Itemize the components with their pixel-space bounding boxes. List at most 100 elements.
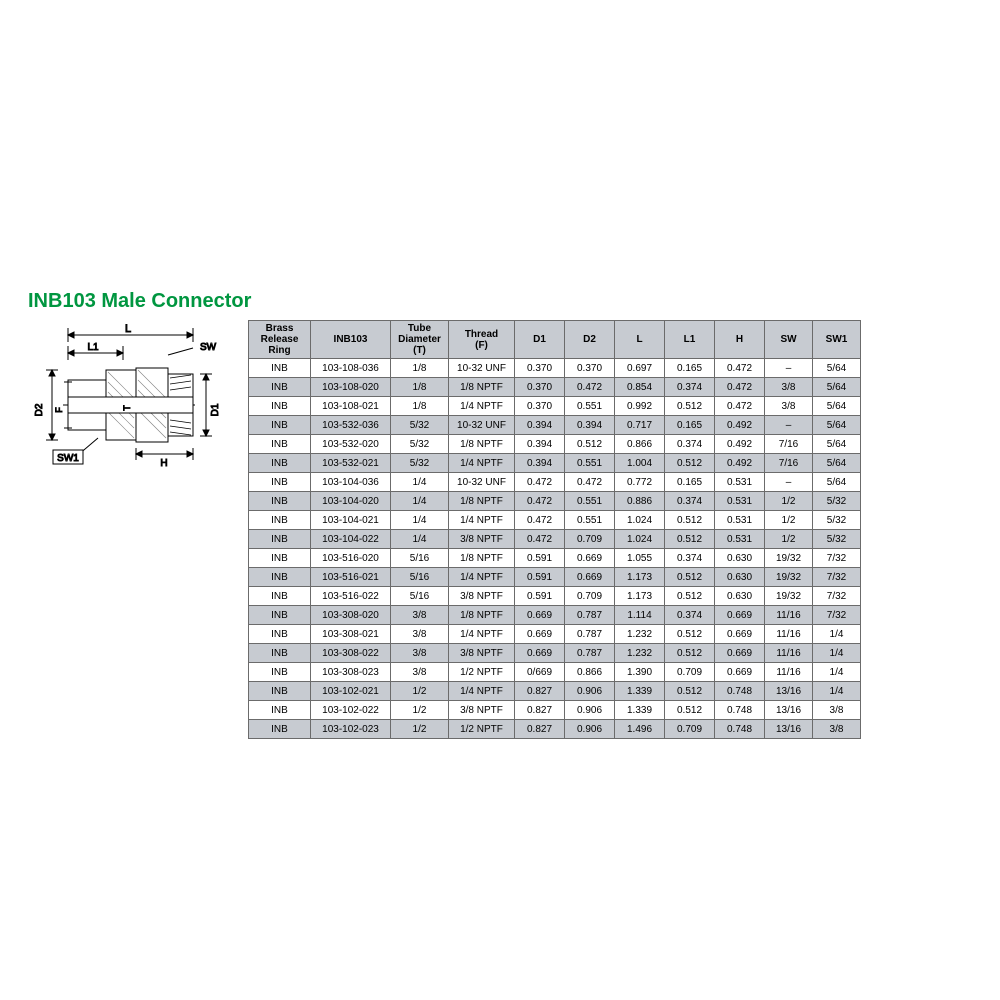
cell-t: 1/2 [391, 720, 449, 739]
cell-f: 3/8 NPTF [449, 701, 515, 720]
cell-d1: 0.669 [515, 625, 565, 644]
table-row: INB103-532-0365/3210-32 UNF0.3940.3940.7… [249, 416, 861, 435]
table-row: INB103-308-0223/83/8 NPTF0.6690.7871.232… [249, 644, 861, 663]
dim-label-D2: D2 [34, 403, 45, 416]
cell-d2: 0.551 [565, 492, 615, 511]
cell-d2: 0.472 [565, 473, 615, 492]
cell-d1: 0.472 [515, 473, 565, 492]
cell-sw: 11/16 [765, 625, 813, 644]
cell-t: 3/8 [391, 625, 449, 644]
cell-inb: 103-102-023 [311, 720, 391, 739]
col-header-inb: INB103 [311, 321, 391, 359]
dim-label-SW: SW [200, 342, 217, 353]
cell-sw: 11/16 [765, 644, 813, 663]
col-header-h: H [715, 321, 765, 359]
cell-l: 1.339 [615, 701, 665, 720]
cell-t: 5/32 [391, 435, 449, 454]
cell-sw1: 1/4 [813, 644, 861, 663]
cell-l: 0.717 [615, 416, 665, 435]
cell-f: 1/4 NPTF [449, 682, 515, 701]
cell-t: 5/16 [391, 549, 449, 568]
cell-d2: 0.709 [565, 587, 615, 606]
cell-brr: INB [249, 435, 311, 454]
cell-l: 1.339 [615, 682, 665, 701]
cell-l: 0.886 [615, 492, 665, 511]
cell-h: 0.669 [715, 663, 765, 682]
cell-t: 1/4 [391, 473, 449, 492]
dim-label-L1: L1 [87, 342, 99, 353]
cell-brr: INB [249, 378, 311, 397]
cell-sw: – [765, 473, 813, 492]
table-row: INB103-108-0211/81/4 NPTF0.3700.5510.992… [249, 397, 861, 416]
cell-l1: 0.512 [665, 511, 715, 530]
cell-d2: 0.370 [565, 359, 615, 378]
cell-l: 1.114 [615, 606, 665, 625]
cell-l: 0.866 [615, 435, 665, 454]
cell-brr: INB [249, 492, 311, 511]
cell-l1: 0.512 [665, 568, 715, 587]
cell-inb: 103-532-036 [311, 416, 391, 435]
cell-l1: 0.512 [665, 397, 715, 416]
cell-sw1: 5/64 [813, 359, 861, 378]
cell-d1: 0/669 [515, 663, 565, 682]
cell-sw1: 7/32 [813, 549, 861, 568]
table-row: INB103-308-0213/81/4 NPTF0.6690.7871.232… [249, 625, 861, 644]
cell-d1: 0.591 [515, 549, 565, 568]
cell-d1: 0.827 [515, 720, 565, 739]
cell-d1: 0.370 [515, 378, 565, 397]
cell-brr: INB [249, 511, 311, 530]
cell-sw1: 7/32 [813, 568, 861, 587]
cell-h: 0.472 [715, 359, 765, 378]
connector-diagram: L L1 SW [28, 320, 238, 480]
cell-h: 0.630 [715, 587, 765, 606]
cell-sw1: 5/64 [813, 416, 861, 435]
cell-sw: 3/8 [765, 397, 813, 416]
cell-sw1: 5/32 [813, 511, 861, 530]
cell-h: 0.531 [715, 492, 765, 511]
cell-h: 0.492 [715, 435, 765, 454]
cell-l: 0.992 [615, 397, 665, 416]
cell-l: 1.390 [615, 663, 665, 682]
cell-t: 5/32 [391, 416, 449, 435]
cell-f: 1/4 NPTF [449, 511, 515, 530]
cell-h: 0.748 [715, 720, 765, 739]
cell-f: 1/8 NPTF [449, 378, 515, 397]
cell-sw: 19/32 [765, 587, 813, 606]
cell-t: 3/8 [391, 644, 449, 663]
cell-sw: 13/16 [765, 720, 813, 739]
cell-brr: INB [249, 397, 311, 416]
cell-l1: 0.512 [665, 530, 715, 549]
col-header-d2: D2 [565, 321, 615, 359]
cell-d2: 0.866 [565, 663, 615, 682]
cell-sw: 11/16 [765, 663, 813, 682]
cell-brr: INB [249, 663, 311, 682]
cell-inb: 103-532-020 [311, 435, 391, 454]
cell-t: 3/8 [391, 663, 449, 682]
cell-l: 0.772 [615, 473, 665, 492]
cell-brr: INB [249, 416, 311, 435]
cell-t: 1/2 [391, 682, 449, 701]
cell-sw1: 1/4 [813, 663, 861, 682]
cell-brr: INB [249, 359, 311, 378]
table-row: INB103-102-0221/23/8 NPTF0.8270.9061.339… [249, 701, 861, 720]
cell-sw1: 3/8 [813, 701, 861, 720]
cell-inb: 103-104-022 [311, 530, 391, 549]
cell-inb: 103-102-022 [311, 701, 391, 720]
cell-d2: 0.906 [565, 701, 615, 720]
cell-t: 1/8 [391, 378, 449, 397]
cell-f: 1/2 NPTF [449, 720, 515, 739]
cell-sw: 11/16 [765, 606, 813, 625]
cell-t: 3/8 [391, 606, 449, 625]
cell-h: 0.492 [715, 454, 765, 473]
cell-d2: 0.787 [565, 625, 615, 644]
cell-d2: 0.709 [565, 530, 615, 549]
cell-sw1: 5/64 [813, 397, 861, 416]
cell-d2: 0.394 [565, 416, 615, 435]
table-row: INB103-104-0201/41/8 NPTF0.4720.5510.886… [249, 492, 861, 511]
cell-h: 0.472 [715, 378, 765, 397]
cell-d1: 0.669 [515, 644, 565, 663]
cell-l: 0.854 [615, 378, 665, 397]
cell-l: 1.024 [615, 530, 665, 549]
cell-f: 1/8 NPTF [449, 435, 515, 454]
product-title: INB103 Male Connector [28, 290, 251, 313]
